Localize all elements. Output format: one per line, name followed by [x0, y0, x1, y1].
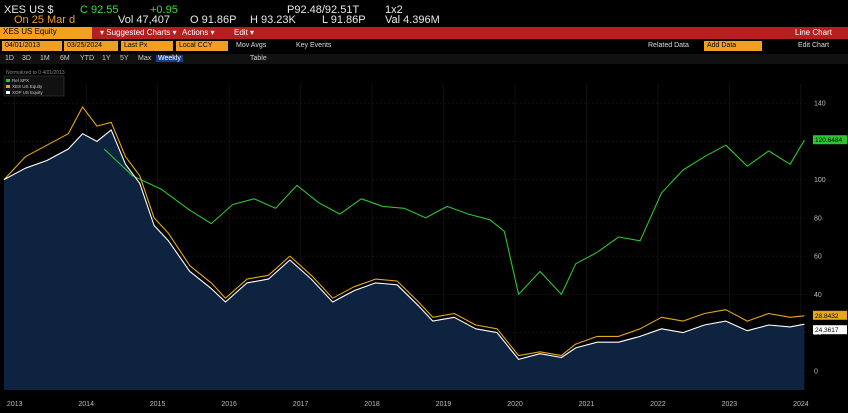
function-menubar: XES US Equity ▾ Suggested Charts ▾ Actio… — [0, 27, 848, 39]
legend-xes: XES US Equity — [12, 84, 43, 89]
period-1m[interactable]: 1M — [40, 55, 50, 62]
bid-ask-size: 1x2 — [385, 4, 403, 16]
y-tick-label: 40 — [814, 292, 822, 299]
x-tick-label: 2014 — [78, 401, 94, 408]
edit-label: Edit — [234, 28, 248, 37]
price-change: +0.95 — [150, 4, 178, 16]
legend-xop: XOP US Equity — [12, 90, 43, 95]
key-events-toggle[interactable]: Key Events — [296, 42, 332, 49]
last-value-badge — [813, 325, 847, 335]
last-value-label: 28.8432 — [815, 313, 839, 320]
x-tick-label: 2018 — [364, 401, 380, 408]
legend-spx: Rel SPX — [12, 78, 29, 83]
legend-swatch-xop — [6, 91, 10, 94]
y-tick-label: 100 — [814, 177, 826, 184]
legend-swatch-xes — [6, 85, 10, 88]
low-price: L 91.86P — [322, 14, 366, 26]
actions-button[interactable]: Actions ▾ — [182, 28, 215, 37]
x-tick-label: 2023 — [722, 401, 738, 408]
period-1d[interactable]: 1D — [5, 55, 14, 62]
frequency-select[interactable]: Weekly — [156, 55, 183, 62]
traded-value: Val 4.396M — [385, 14, 440, 26]
quote-date: On 25 Mar d — [14, 14, 76, 26]
x-tick-label: 2013 — [7, 401, 23, 408]
open-price: O 91.86P — [190, 14, 237, 26]
end-date-field[interactable]: 03/25/2024 — [64, 41, 118, 51]
line-chart: 020406080100120140 201320142015201620172… — [0, 66, 848, 413]
legend-swatch-spx — [6, 79, 10, 82]
price-field-select[interactable]: Last Px — [121, 41, 173, 51]
period-selector: 1D 3D 1M 6M YTD 1Y 5Y Max Weekly Table — [0, 54, 848, 64]
currency-select[interactable]: Local CCY — [176, 41, 228, 51]
security-field[interactable]: XES US Equity — [0, 27, 92, 39]
suggested-charts-label: Suggested Charts — [106, 28, 171, 37]
period-3d[interactable]: 3D — [22, 55, 31, 62]
x-tick-label: 2016 — [221, 401, 237, 408]
x-tick-label: 2020 — [507, 401, 523, 408]
line-xop — [3, 129, 805, 360]
x-tick-label: 2024 — [793, 401, 809, 408]
x-tick-label: 2021 — [579, 401, 595, 408]
period-1y[interactable]: 1Y — [102, 55, 111, 62]
xop-area-fill — [4, 129, 805, 390]
x-tick-label: 2019 — [436, 401, 452, 408]
actions-label: Actions — [182, 28, 209, 37]
line-rel-spx — [103, 139, 805, 295]
last-value-label: 24.3617 — [815, 327, 839, 334]
x-tick-label: 2017 — [293, 401, 309, 408]
edit-button[interactable]: Edit ▾ — [234, 28, 255, 37]
period-max[interactable]: Max — [138, 55, 152, 62]
edit-chart-button[interactable]: Edit Chart — [798, 42, 830, 49]
y-tick-label: 80 — [814, 215, 822, 222]
period-5y[interactable]: 5Y — [120, 55, 129, 62]
period-ytd[interactable]: YTD — [80, 55, 94, 62]
last-value-badge — [813, 135, 847, 145]
mov-avgs-toggle[interactable]: Mov Avgs — [236, 42, 267, 49]
bid-ask: P92.48/92.51T — [287, 4, 360, 16]
last-value-badge — [813, 310, 847, 320]
high-price: H 93.23K — [250, 14, 296, 26]
add-data-field[interactable]: Add Data — [704, 41, 762, 51]
ticker-label: XES US $ — [4, 4, 54, 16]
start-date-field[interactable]: 04/01/2013 — [2, 41, 62, 51]
normalization-note: Normalized to 0 4/01/2013 — [6, 70, 65, 76]
chart-filters: 04/01/2013 03/25/2024 Last Px Local CCY … — [0, 41, 848, 51]
y-tick-label: 60 — [814, 254, 822, 261]
related-data-button[interactable]: Related Data — [648, 42, 689, 49]
table-button[interactable]: Table — [250, 55, 267, 62]
x-tick-label: 2015 — [150, 401, 166, 408]
quote-bar: XES US $ C 92.55 +0.95 P92.48/92.51T 1x2… — [0, 0, 848, 26]
period-6m[interactable]: 6M — [60, 55, 70, 62]
last-price: C 92.55 — [80, 4, 119, 16]
y-tick-label: 140 — [814, 101, 826, 108]
line-xes — [3, 106, 805, 357]
chart-type-title: Line Chart — [795, 28, 832, 37]
legend: Rel SPX XES US Equity XOP US Equity — [3, 75, 65, 97]
y-tick-label: 0 — [814, 368, 818, 375]
suggested-charts-button[interactable]: ▾ Suggested Charts ▾ — [100, 28, 177, 37]
volume: Vol 47,407 — [118, 14, 170, 26]
x-tick-label: 2022 — [650, 401, 666, 408]
last-value-label: 120.6484 — [815, 137, 842, 144]
